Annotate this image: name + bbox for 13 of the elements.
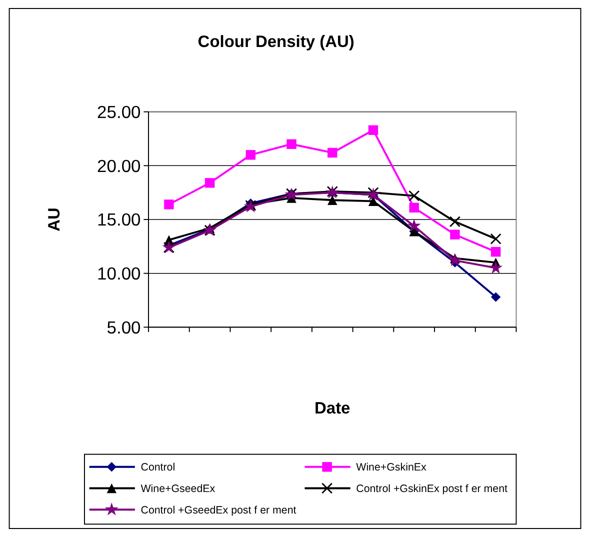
y-tick-label: 10.00 [97, 263, 142, 284]
legend-label: Control +GseedEx post f er ment [140, 504, 296, 516]
legend-label: Control [140, 462, 176, 474]
x-axis-title: Date [314, 400, 350, 418]
y-tick-label: 25.00 [97, 102, 142, 122]
y-tick-label: 20.00 [97, 156, 142, 176]
legend-label: Wine+GskinEx [356, 462, 427, 474]
chart-title: Colour Density (AU) [198, 32, 354, 51]
legend-label: Control +GskinEx post f er ment [356, 482, 508, 495]
y-axis-title: AU [45, 208, 64, 232]
legend-label: Wine+GseedEx [140, 482, 216, 495]
y-tick-label: 5.00 [106, 317, 142, 338]
y-tick-label: 15.00 [97, 210, 142, 230]
